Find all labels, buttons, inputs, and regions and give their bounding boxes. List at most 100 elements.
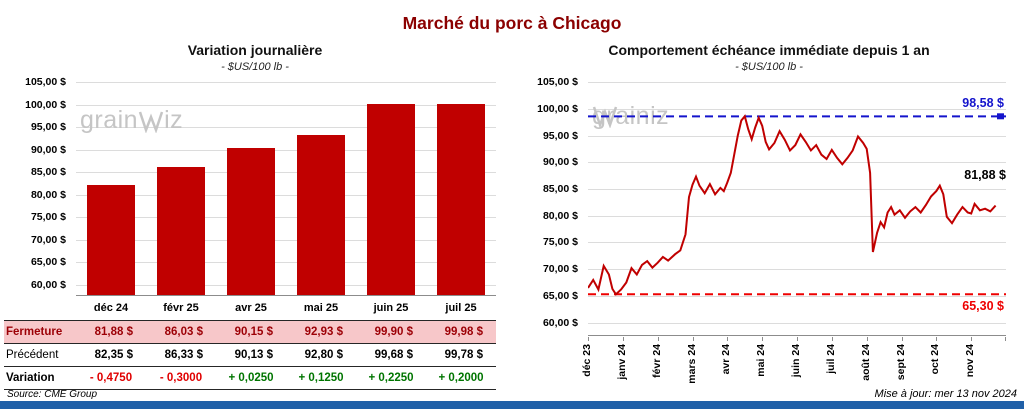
y-axis-label: 60,00 $ [30, 278, 66, 291]
gridline [588, 162, 1006, 164]
bar [227, 147, 275, 295]
line-chart-x-axis: déc 23 janv 24 févr 24 mars 24 avr 24 mai 24 j… [581, 337, 1006, 385]
bar-chart-y-axis: 105,00 $ 100,00 $ 95,00 $ 90,00 $ 85,00 $ 80,… [4, 76, 70, 296]
gridline [588, 82, 1006, 83]
gridline [588, 242, 1006, 244]
table-cell: 99,98 $ [444, 326, 483, 338]
y-axis-label: 75,00 $ [542, 236, 578, 249]
table-cell: 86,03 $ [164, 326, 203, 338]
table-cell: 99,78 $ [444, 349, 483, 361]
bar-chart-title: Variation journalière [187, 42, 323, 58]
bar [297, 135, 345, 295]
x-axis-label: févr 25 [163, 301, 199, 314]
x-axis-tick [831, 337, 833, 341]
price-line [588, 114, 997, 296]
gridline [76, 104, 496, 106]
bar-chart-plot: grain iz [76, 82, 496, 296]
y-axis-label: 90,00 $ [542, 156, 578, 169]
table-cell: - 0,3000 [159, 372, 203, 384]
x-axis-label: sept 24 [894, 344, 907, 381]
x-axis-label: nov 24 [964, 344, 977, 378]
y-axis-label: 80,00 $ [30, 188, 66, 201]
x-axis-tick [622, 337, 624, 341]
line-chart-subtitle: - $US/100 lb - [735, 61, 803, 73]
y-axis-label: 95,00 $ [30, 121, 66, 134]
gridline [76, 217, 496, 219]
bar [87, 185, 135, 295]
table-row-precedent: Précédent 82,35 $ 86,33 $ 90,13 $ 92,80 $ 99,… [4, 344, 496, 367]
bar-chart-x-axis: déc 24 févr 25 avr 25 mai 25 juin 25 juil 25 [76, 299, 496, 316]
bar-chart-subtitle: - $US/100 lb - [221, 61, 289, 73]
x-axis-label: juin 24 [790, 344, 802, 378]
bar [367, 104, 415, 295]
x-axis-label: oct 24 [929, 344, 942, 375]
min-value-label: 65,30 $ [962, 299, 1004, 314]
gridline [588, 322, 1006, 324]
x-axis-label: juil 25 [445, 301, 477, 314]
x-axis-label: juil 24 [824, 344, 837, 374]
grainwiz-w-icon [138, 111, 164, 133]
daily-variation-panel: Variation journalière - $US/100 lb - 105… [4, 40, 506, 390]
table-cell: 90,13 $ [234, 349, 273, 361]
gridline [588, 295, 1006, 297]
gridline [588, 188, 1006, 190]
watermark-text-iz: iz [164, 106, 184, 134]
gridline [76, 284, 496, 286]
gridline [76, 194, 496, 196]
x-axis-tick [797, 337, 798, 341]
watermark-text-grain: grain [80, 106, 139, 134]
table-row-fermeture: Fermeture 81,88 $ 86,03 $ 90,15 $ 92,93 $ 99,… [4, 321, 496, 344]
gridline [588, 108, 1006, 110]
table-cell: + 0,0250 [228, 372, 274, 384]
max-line-marker [997, 113, 1004, 120]
gridline [76, 82, 496, 83]
table-cell: 92,93 $ [304, 326, 343, 338]
table-cell: 90,15 $ [234, 326, 273, 338]
x-axis-label: déc 24 [93, 301, 129, 314]
gridline [588, 215, 1006, 217]
table-cell: 99,90 $ [374, 326, 413, 338]
price-table: Fermeture 81,88 $ 86,03 $ 90,15 $ 92,93 $ 99,… [4, 320, 496, 390]
x-axis-label: avr 25 [235, 301, 267, 314]
x-axis-label: mai 24 [755, 344, 768, 377]
gridline [588, 135, 1006, 137]
grainwiz-watermark: grain iz [80, 108, 183, 133]
x-axis-label: avr 24 [720, 344, 733, 375]
y-axis-label: 100,00 $ [537, 102, 578, 115]
y-axis-label: 70,00 $ [542, 263, 578, 276]
x-axis-label: mai 25 [303, 301, 339, 314]
bar-chart: 105,00 $ 100,00 $ 95,00 $ 90,00 $ 85,00 $ 80,… [4, 76, 506, 318]
y-axis-label: 105,00 $ [537, 76, 578, 88]
y-axis-label: 60,00 $ [542, 316, 578, 329]
x-axis-tick [588, 337, 589, 341]
price-line-svg [588, 113, 1006, 296]
row-label: Variation [6, 372, 55, 384]
table-cell: 92,80 $ [304, 349, 343, 361]
gridline [76, 127, 496, 129]
table-cell: + 0,1250 [298, 372, 344, 384]
gridline [76, 239, 496, 241]
x-axis-label: févr 24 [650, 344, 663, 378]
bar [157, 166, 205, 295]
table-row-variation: Variation - 0,4750 - 0,3000 + 0,0250 + 0,125… [4, 367, 496, 390]
year-trend-panel: Comportement échéance immédiate depuis 1… [516, 40, 1022, 386]
last-value-label: 81,88 $ [964, 168, 1006, 182]
x-axis-tick [727, 337, 729, 341]
table-cell: 81,88 $ [94, 326, 133, 338]
y-axis-label: 70,00 $ [30, 233, 66, 246]
source-note: Source: CME Group [7, 389, 98, 400]
x-axis-label: déc 23 [581, 344, 593, 377]
table-cell: 99,68 $ [374, 349, 413, 361]
x-axis-tick [1005, 337, 1006, 341]
page-title: Marché du porc à Chicago [402, 13, 622, 33]
table-cell: 86,33 $ [164, 349, 203, 361]
footer: Source: CME Group Mise à jour: mer 13 no… [7, 388, 1017, 400]
x-axis-tick [901, 337, 903, 341]
y-axis-label: 65,00 $ [30, 256, 66, 269]
line-chart: 105,00 $ 100,00 $ 95,00 $ 90,00 $ 85,00 $ 80,… [516, 76, 1022, 386]
gridline [588, 269, 1006, 271]
y-axis-label: 90,00 $ [30, 143, 66, 156]
table-cell: + 0,2250 [368, 372, 414, 384]
y-axis-label: 105,00 $ [25, 76, 66, 88]
